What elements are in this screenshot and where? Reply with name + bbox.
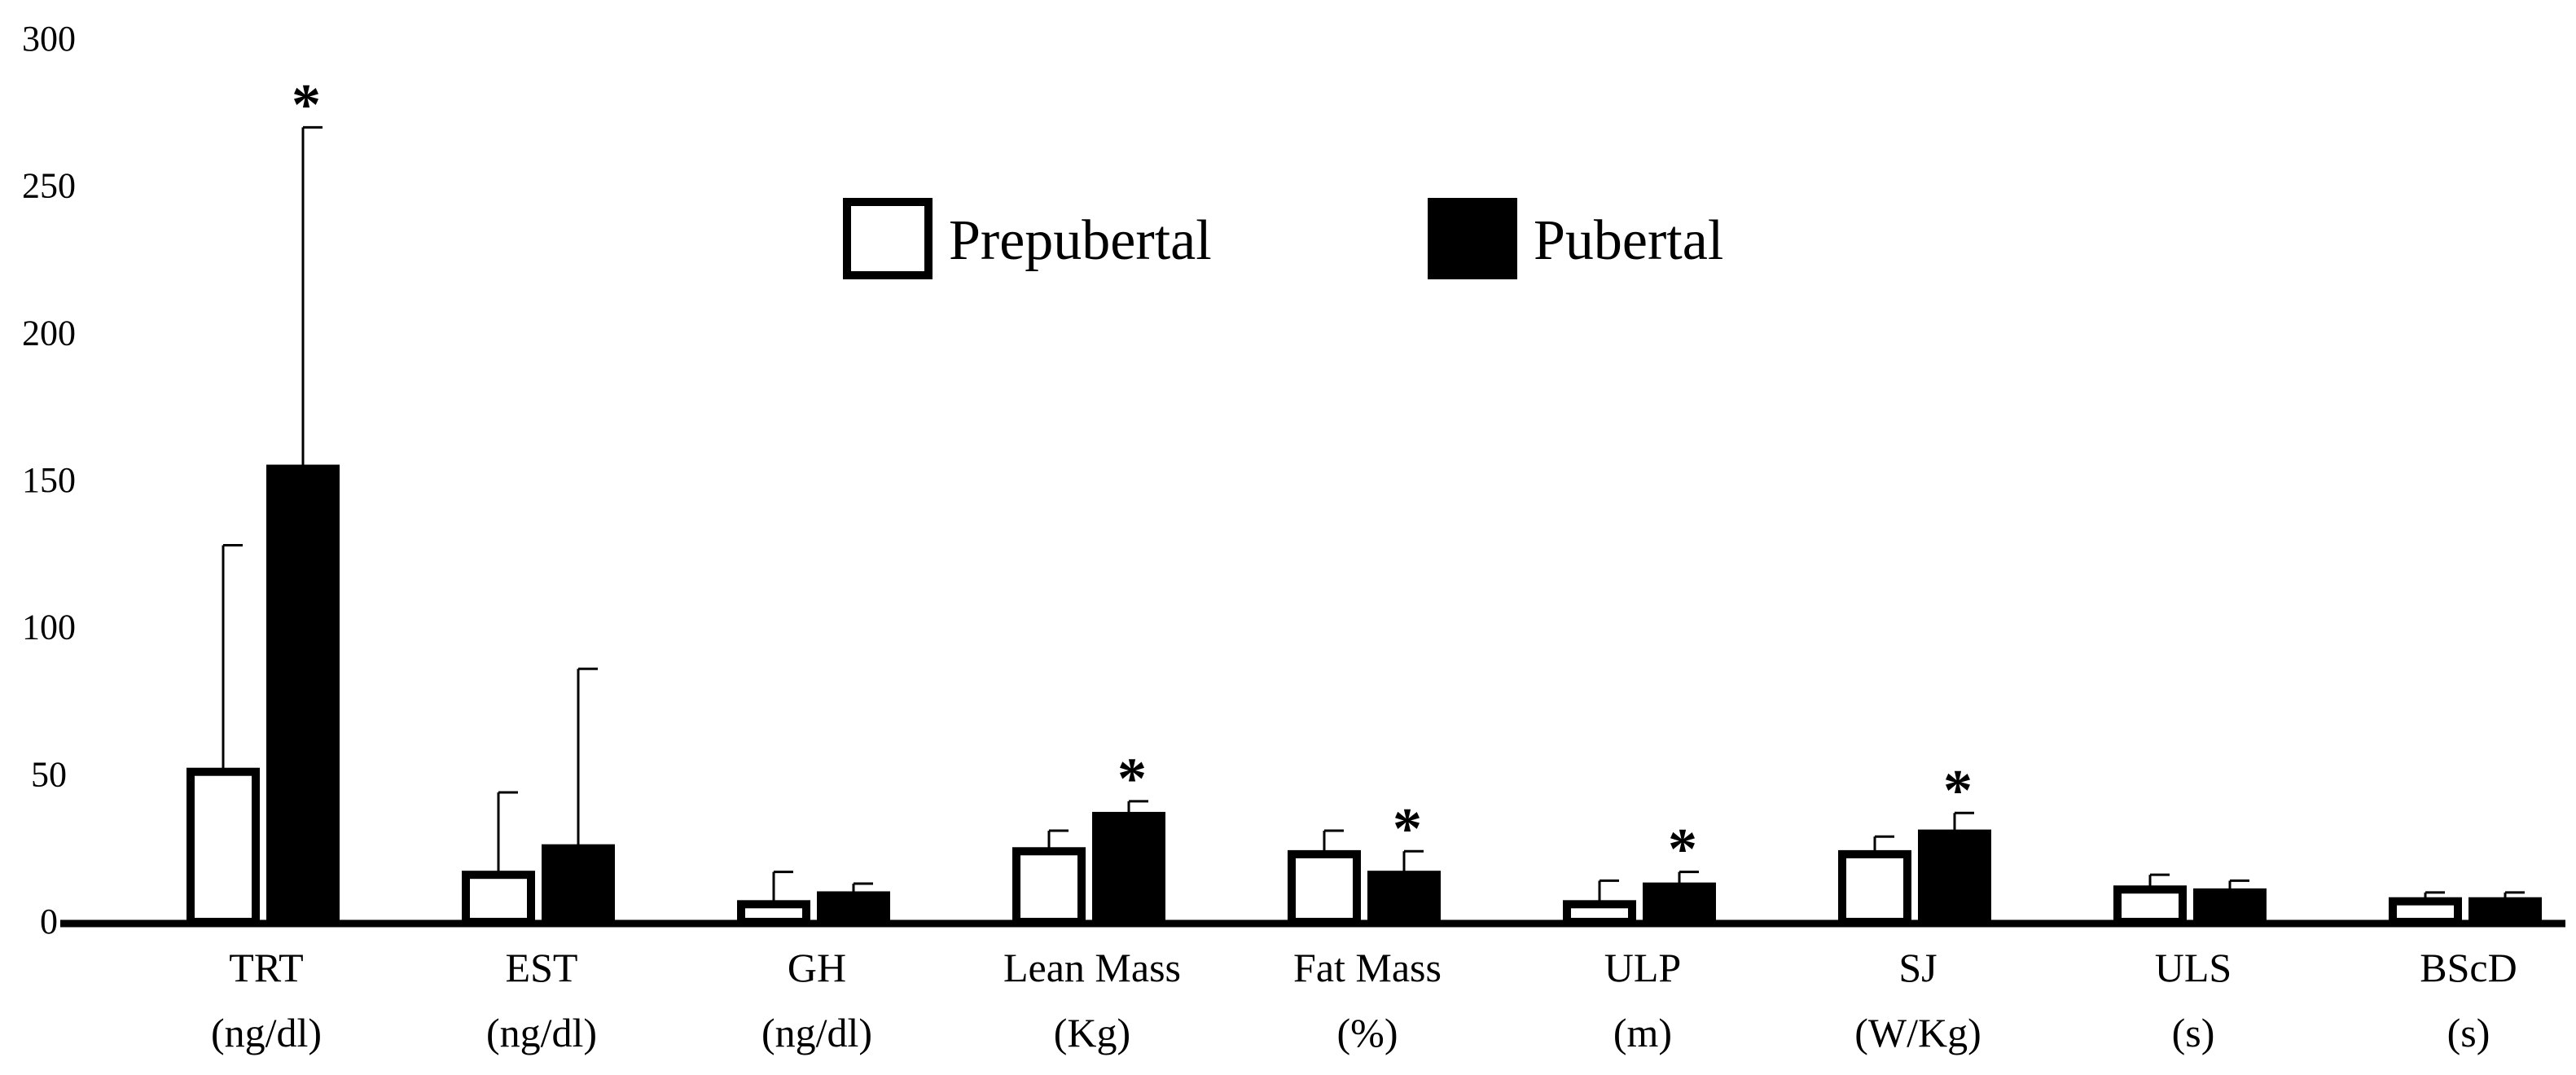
- bar-pubertal-4: [1367, 871, 1441, 926]
- bar-prepubertal-0: [187, 767, 260, 926]
- legend: Prepubertal Pubertal: [843, 198, 1723, 279]
- y-tick-label: 300: [22, 19, 76, 59]
- x-category-unit: (ng/dl): [761, 1010, 872, 1055]
- y-tick-label: 150: [22, 460, 76, 500]
- bar-prepubertal-2: [737, 900, 810, 926]
- legend-swatch-pubertal: [1428, 198, 1517, 279]
- x-category-label: Fat Mass: [1293, 945, 1442, 990]
- bar-pubertal-2: [817, 891, 890, 926]
- y-tick-label: 200: [22, 313, 76, 353]
- bar-prepubertal-4: [1288, 849, 1361, 926]
- legend-label-pubertal: Pubertal: [1534, 209, 1723, 272]
- x-category-label: BScD: [2420, 945, 2517, 990]
- bar-prepubertal-8: [2389, 897, 2462, 926]
- y-tick-label: 0: [40, 902, 58, 941]
- significance-marker-6: *: [1943, 757, 1973, 823]
- significance-marker-4: *: [1393, 796, 1422, 861]
- bar-prepubertal-5: [1563, 900, 1636, 926]
- x-category-label: ULS: [2155, 945, 2232, 990]
- x-category-unit: (%): [1337, 1010, 1398, 1055]
- bar-pubertal-5: [1643, 882, 1716, 927]
- legend-label-prepubertal: Prepubertal: [949, 209, 1212, 272]
- bar-prepubertal-7: [2113, 885, 2187, 926]
- bar-pubertal-0: [266, 464, 340, 926]
- bar-pubertal-1: [542, 844, 615, 926]
- x-category-label: SJ: [1898, 945, 1937, 990]
- x-category-label: GH: [788, 945, 846, 990]
- bar-prepubertal-6: [1838, 849, 1911, 926]
- x-category-unit: (s): [2172, 1010, 2215, 1055]
- significance-marker-3: *: [1117, 746, 1147, 811]
- significance-marker-0: *: [292, 72, 321, 137]
- bar-pubertal-7: [2193, 888, 2267, 927]
- y-tick-label: 250: [22, 166, 76, 206]
- x-category-unit: (m): [1613, 1010, 1672, 1055]
- bar-prepubertal-3: [1012, 847, 1086, 927]
- x-category-unit: (W/Kg): [1854, 1010, 1981, 1055]
- x-category-label: TRT: [229, 945, 303, 990]
- x-category-unit: (ng/dl): [211, 1010, 322, 1055]
- bar-pubertal-8: [2468, 897, 2542, 926]
- x-axis: TRT (ng/dl) EST (ng/dl) GH (ng/dl) Lean Mass (K…: [60, 919, 2565, 1055]
- y-tick-label: 100: [22, 608, 76, 647]
- y-tick-label: 50: [31, 754, 67, 794]
- x-category-unit: (ng/dl): [486, 1010, 597, 1055]
- x-category-unit: (Kg): [1054, 1010, 1130, 1055]
- x-category-label: ULP: [1604, 945, 1681, 990]
- x-category-unit: (s): [2447, 1010, 2490, 1055]
- legend-swatch-prepubertal: [843, 198, 933, 279]
- bar-pubertal-6: [1918, 829, 1991, 926]
- x-category-label: EST: [506, 945, 578, 990]
- bars: * * * * *: [187, 72, 2542, 927]
- y-axis: 0 50 100 150 200 250 300: [22, 19, 76, 941]
- x-category-label: Lean Mass: [1003, 945, 1181, 990]
- bar-pubertal-3: [1092, 811, 1165, 926]
- bar-prepubertal-1: [462, 871, 535, 926]
- significance-marker-5: *: [1668, 817, 1697, 882]
